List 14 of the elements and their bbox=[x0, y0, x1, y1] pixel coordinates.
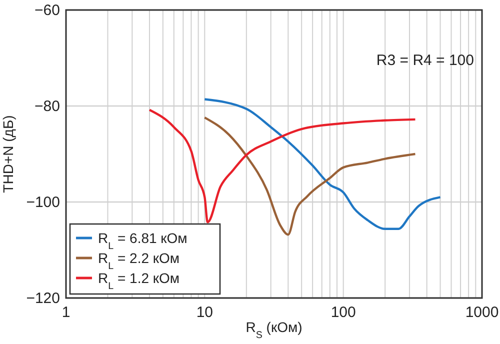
y-tick-label: −80 bbox=[34, 98, 60, 115]
legend-label: R$_{L}$ = 6.81 кОм bbox=[98, 230, 188, 252]
legend-label: R$_{L}$ = 2.2 кОм bbox=[98, 250, 180, 272]
y-axis-title: THD+N (дБ) bbox=[0, 115, 16, 193]
x-tick-label: 10 bbox=[196, 304, 214, 321]
annotation: R3 = R4 = 100 bbox=[376, 52, 474, 69]
y-tick-label: −60 bbox=[34, 2, 60, 19]
legend-label: R$_{L}$ = 1.2 кОм bbox=[98, 270, 180, 292]
x-tick-label: 1 bbox=[62, 304, 70, 321]
y-tick-label: −100 bbox=[26, 194, 60, 211]
x-tick-label: 100 bbox=[330, 304, 356, 321]
x-axis-title: R$_{S}$ (кОм) bbox=[246, 319, 302, 340]
y-tick-label: −120 bbox=[26, 290, 60, 307]
x-tick-label: 1000 bbox=[465, 304, 499, 321]
